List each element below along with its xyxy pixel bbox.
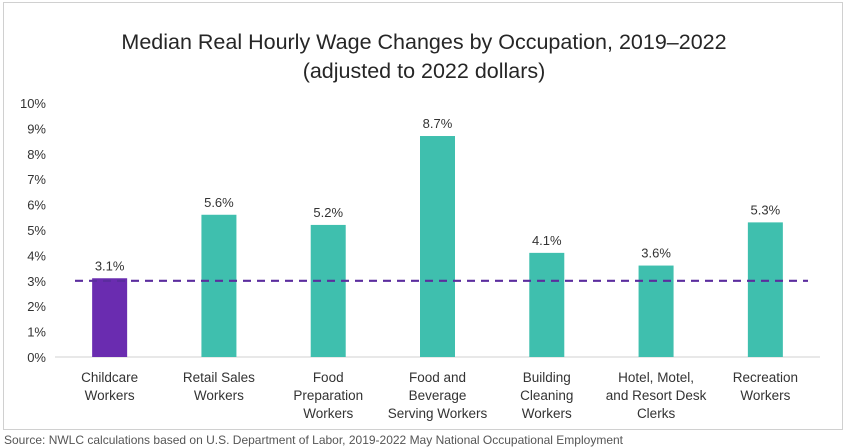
- category-label: Food and: [409, 370, 466, 385]
- category-label: Beverage: [409, 388, 467, 403]
- category-label: Workers: [303, 406, 353, 421]
- chart-subtitle: (adjusted to 2022 dollars): [302, 59, 546, 83]
- y-tick-label: 6%: [27, 198, 46, 213]
- bar: [201, 214, 237, 357]
- data-label: 5.3%: [751, 202, 781, 217]
- y-tick-label: 2%: [27, 299, 46, 314]
- y-tick-label: 7%: [27, 172, 46, 187]
- category-label: and Resort Desk: [606, 388, 707, 403]
- data-label: 5.2%: [313, 205, 343, 220]
- y-tick-label: 3%: [27, 274, 46, 289]
- bar: [638, 265, 674, 357]
- bar: [529, 252, 565, 357]
- bar: [310, 224, 346, 357]
- category-label: Workers: [740, 388, 790, 403]
- category-label: Serving Workers: [388, 406, 488, 421]
- category-label: Workers: [522, 406, 572, 421]
- data-label: 3.6%: [641, 246, 671, 261]
- y-tick-label: 9%: [27, 121, 46, 136]
- chart-frame: [3, 2, 843, 430]
- category-label: Clerks: [637, 406, 676, 421]
- y-tick-label: 5%: [27, 223, 46, 238]
- data-label: 8.7%: [423, 116, 453, 131]
- bar: [747, 222, 783, 357]
- y-tick-label: 1%: [27, 325, 46, 340]
- bar: [420, 136, 455, 357]
- y-tick-label: 10%: [20, 96, 46, 111]
- y-tick-label: 4%: [27, 248, 46, 263]
- category-label: Food: [313, 370, 344, 385]
- bar: [92, 278, 128, 357]
- category-label: Recreation: [733, 370, 798, 385]
- category-label: Hotel, Motel,: [618, 370, 694, 385]
- data-label: 3.1%: [95, 258, 125, 273]
- category-label: Workers: [194, 388, 244, 403]
- source-note: Source: NWLC calculations based on U.S. …: [4, 433, 623, 447]
- category-label: Building: [523, 370, 571, 385]
- category-label: Workers: [85, 388, 135, 403]
- chart-title-line1: Median Real Hourly Wage Changes by Occup…: [121, 30, 727, 54]
- category-label: Preparation: [293, 388, 363, 403]
- category-label: Childcare: [81, 370, 138, 385]
- chart-title: Median Real Hourly Wage Changes by Occup…: [0, 28, 848, 86]
- y-tick-label: 8%: [27, 147, 46, 162]
- category-label: Retail Sales: [183, 370, 255, 385]
- category-label: Cleaning: [520, 388, 573, 403]
- data-label: 4.1%: [532, 233, 562, 248]
- y-tick-label: 0%: [27, 350, 46, 365]
- data-label: 5.6%: [204, 195, 234, 210]
